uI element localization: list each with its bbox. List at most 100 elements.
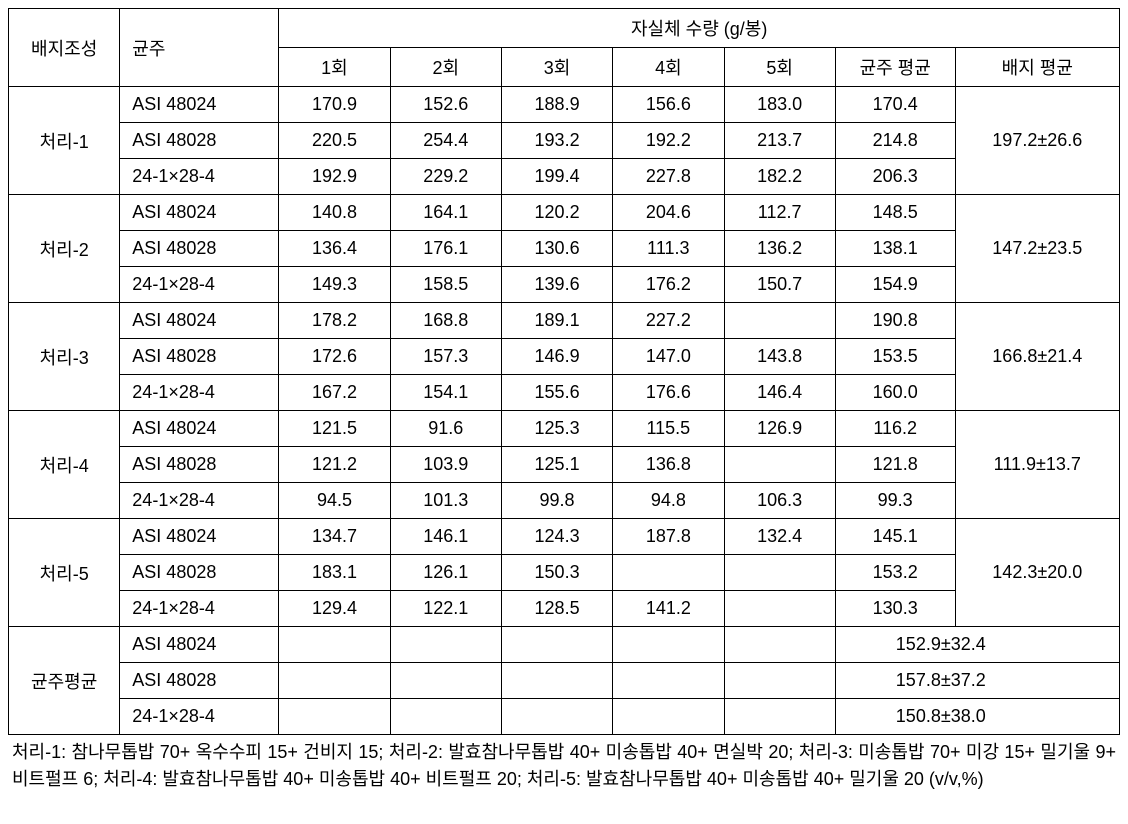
strain-cell: ASI 48024 <box>120 519 279 555</box>
strain-avg-cell: 170.4 <box>835 87 955 123</box>
data-cell: 152.6 <box>390 87 501 123</box>
data-cell: 149.3 <box>279 267 390 303</box>
data-cell: 130.6 <box>501 231 612 267</box>
header-strain-avg: 균주 평균 <box>835 48 955 87</box>
data-cell: 132.4 <box>724 519 835 555</box>
header-col1: 1회 <box>279 48 390 87</box>
data-cell: 139.6 <box>501 267 612 303</box>
strain-avg-cell: 154.9 <box>835 267 955 303</box>
strain-avg-cell: 190.8 <box>835 303 955 339</box>
summary-row: ASI 48028157.8±37.2 <box>9 663 1120 699</box>
empty-cell <box>390 663 501 699</box>
media-cell: 처리-5 <box>9 519 120 627</box>
data-cell: 183.0 <box>724 87 835 123</box>
table-row: 처리-5ASI 48024134.7146.1124.3187.8132.414… <box>9 519 1120 555</box>
strain-avg-cell: 160.0 <box>835 375 955 411</box>
media-avg-cell: 147.2±23.5 <box>955 195 1119 303</box>
data-cell: 182.2 <box>724 159 835 195</box>
strain-cell: ASI 48024 <box>120 87 279 123</box>
header-media-avg: 배지 평균 <box>955 48 1119 87</box>
strain-cell: ASI 48028 <box>120 555 279 591</box>
data-cell: 227.2 <box>613 303 724 339</box>
empty-cell <box>390 699 501 735</box>
data-cell: 150.7 <box>724 267 835 303</box>
table-footnote: 처리-1: 참나무톱밥 70+ 옥수수피 15+ 건비지 15; 처리-2: 발… <box>8 739 1120 793</box>
media-cell: 처리-2 <box>9 195 120 303</box>
data-cell: 176.6 <box>613 375 724 411</box>
table-row: 24-1×28-4129.4122.1128.5141.2130.3 <box>9 591 1120 627</box>
header-col4: 4회 <box>613 48 724 87</box>
media-cell: 처리-4 <box>9 411 120 519</box>
empty-cell <box>279 627 390 663</box>
media-avg-cell: 197.2±26.6 <box>955 87 1119 195</box>
data-cell: 103.9 <box>390 447 501 483</box>
data-cell: 125.1 <box>501 447 612 483</box>
table-row: 처리-3ASI 48024178.2168.8189.1227.2190.816… <box>9 303 1120 339</box>
empty-cell <box>501 627 612 663</box>
table-row: 처리-2ASI 48024140.8164.1120.2204.6112.714… <box>9 195 1120 231</box>
strain-cell: ASI 48028 <box>120 231 279 267</box>
data-cell: 146.1 <box>390 519 501 555</box>
strain-avg-cell: 145.1 <box>835 519 955 555</box>
data-cell: 213.7 <box>724 123 835 159</box>
strain-avg-cell: 153.2 <box>835 555 955 591</box>
data-cell: 120.2 <box>501 195 612 231</box>
empty-cell <box>279 699 390 735</box>
strain-cell: ASI 48028 <box>120 123 279 159</box>
data-cell: 125.3 <box>501 411 612 447</box>
summary-strain-cell: ASI 48024 <box>120 627 279 663</box>
summary-row: 24-1×28-4150.8±38.0 <box>9 699 1120 735</box>
strain-avg-cell: 148.5 <box>835 195 955 231</box>
data-cell: 129.4 <box>279 591 390 627</box>
data-cell: 147.0 <box>613 339 724 375</box>
data-cell: 157.3 <box>390 339 501 375</box>
summary-label-cell: 균주평균 <box>9 627 120 735</box>
data-cell: 112.7 <box>724 195 835 231</box>
data-cell: 121.2 <box>279 447 390 483</box>
table-row: ASI 48028220.5254.4193.2192.2213.7214.8 <box>9 123 1120 159</box>
data-cell: 122.1 <box>390 591 501 627</box>
summary-strain-cell: ASI 48028 <box>120 663 279 699</box>
data-cell: 136.2 <box>724 231 835 267</box>
strain-cell: 24-1×28-4 <box>120 591 279 627</box>
empty-cell <box>279 663 390 699</box>
data-cell: 178.2 <box>279 303 390 339</box>
empty-cell <box>724 699 835 735</box>
empty-cell <box>724 663 835 699</box>
data-cell: 136.8 <box>613 447 724 483</box>
media-avg-cell: 142.3±20.0 <box>955 519 1119 627</box>
data-cell: 143.8 <box>724 339 835 375</box>
strain-avg-cell: 121.8 <box>835 447 955 483</box>
strain-avg-cell: 116.2 <box>835 411 955 447</box>
empty-cell <box>501 663 612 699</box>
media-avg-cell: 166.8±21.4 <box>955 303 1119 411</box>
data-cell: 158.5 <box>390 267 501 303</box>
data-cell <box>724 591 835 627</box>
data-cell: 121.5 <box>279 411 390 447</box>
strain-cell: ASI 48024 <box>120 303 279 339</box>
empty-cell <box>613 663 724 699</box>
strain-cell: 24-1×28-4 <box>120 267 279 303</box>
data-cell: 136.4 <box>279 231 390 267</box>
data-cell: 140.8 <box>279 195 390 231</box>
data-cell: 146.4 <box>724 375 835 411</box>
data-cell: 106.3 <box>724 483 835 519</box>
table-row: ASI 48028172.6157.3146.9147.0143.8153.5 <box>9 339 1120 375</box>
summary-strain-cell: 24-1×28-4 <box>120 699 279 735</box>
strain-cell: 24-1×28-4 <box>120 483 279 519</box>
data-cell <box>613 555 724 591</box>
yield-data-table: 배지조성 균주 자실체 수량 (g/봉) 1회 2회 3회 4회 5회 균주 평… <box>8 8 1120 735</box>
data-cell: 128.5 <box>501 591 612 627</box>
data-cell: 170.9 <box>279 87 390 123</box>
data-cell <box>724 447 835 483</box>
data-cell: 183.1 <box>279 555 390 591</box>
summary-value-cell: 152.9±32.4 <box>835 627 1119 663</box>
strain-avg-cell: 153.5 <box>835 339 955 375</box>
strain-cell: ASI 48028 <box>120 447 279 483</box>
data-cell: 150.3 <box>501 555 612 591</box>
data-cell: 94.8 <box>613 483 724 519</box>
data-cell: 115.5 <box>613 411 724 447</box>
data-cell: 146.9 <box>501 339 612 375</box>
strain-cell: 24-1×28-4 <box>120 375 279 411</box>
data-cell: 188.9 <box>501 87 612 123</box>
